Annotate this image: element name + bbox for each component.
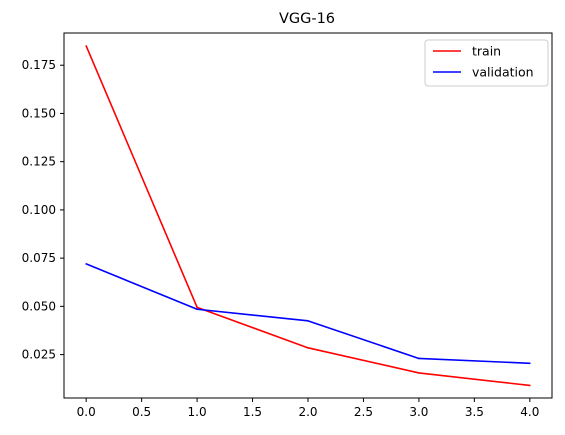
x-tick-label: 4.0 xyxy=(520,405,539,419)
data-point-validation xyxy=(529,362,531,365)
data-point-validation xyxy=(85,263,87,265)
x-tick-label: 1.0 xyxy=(188,405,207,419)
series-line-train xyxy=(85,45,530,387)
data-point-train xyxy=(196,306,198,309)
x-tick-label: 2.5 xyxy=(354,405,373,419)
data-point-validation xyxy=(418,357,420,360)
y-tick-label: 0.125 xyxy=(22,155,56,169)
legend: train validation xyxy=(424,39,549,87)
y-tick-label: 0.150 xyxy=(22,106,56,120)
y-tick-label: 0.025 xyxy=(22,348,56,362)
plot-area xyxy=(63,32,553,399)
x-tick-label: 0.5 xyxy=(132,405,151,419)
x-tick-label: 2.0 xyxy=(298,405,317,419)
series-layer xyxy=(85,45,531,387)
x-tick-label: 1.5 xyxy=(243,405,262,419)
data-point-validation xyxy=(196,308,198,311)
data-point-train xyxy=(307,347,309,349)
data-point-train xyxy=(529,384,531,387)
legend-label-train: train xyxy=(472,44,501,59)
x-tick-label: 0.0 xyxy=(77,405,96,419)
y-axis: 0.025 0.050 0.075 0.100 0.125 0.150 0.175 xyxy=(22,58,64,362)
x-tick-label: 3.0 xyxy=(409,405,428,419)
x-tick-label: 3.5 xyxy=(465,405,484,419)
y-tick-label: 0.175 xyxy=(22,58,56,72)
y-tick-label: 0.050 xyxy=(22,299,56,313)
legend-label-validation: validation xyxy=(472,65,534,80)
y-tick-label: 0.100 xyxy=(22,203,56,217)
data-point-train xyxy=(418,372,420,374)
plot-frame xyxy=(63,32,553,399)
chart-title: VGG-16 xyxy=(279,11,335,27)
y-tick-label: 0.075 xyxy=(22,251,56,265)
x-axis: 0.0 0.5 1.0 1.5 2.0 2.5 3.0 3.5 4.0 xyxy=(77,398,539,419)
data-point-train xyxy=(85,45,87,47)
data-point-validation xyxy=(307,320,309,322)
